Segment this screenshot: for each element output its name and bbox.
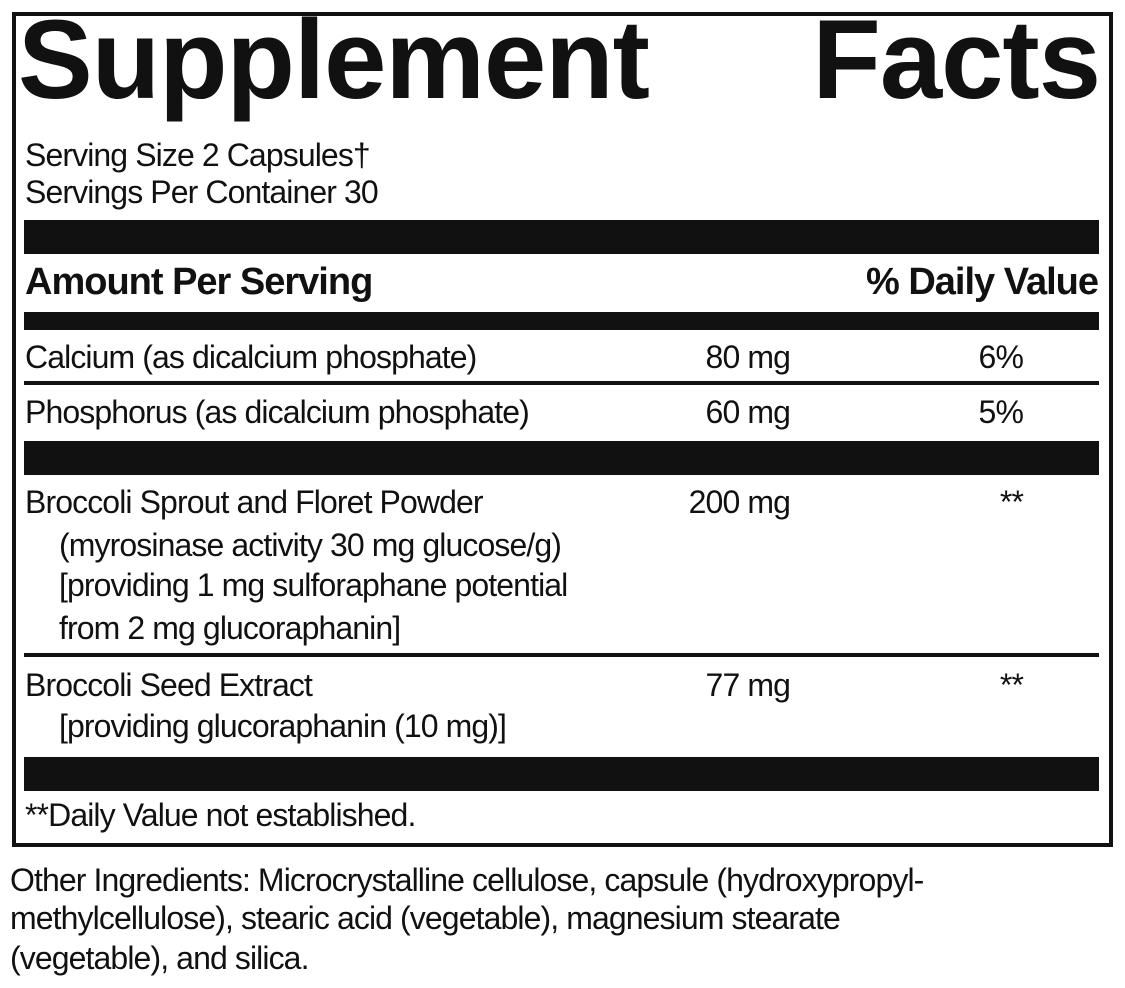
daily-value-header: % Daily Value [865,261,1099,303]
ingredient-daily-value: ** [999,667,1024,703]
servings-per-container: Servings Per Container 30 [25,174,379,210]
nutrient-daily-value: 6% [978,339,1024,375]
thick-divider [24,220,1099,254]
thick-divider [24,441,1099,475]
title-word-1: Supplement [18,0,650,122]
medium-divider [24,312,1099,330]
ingredient-detail: [providing 1 mg sulforaphane potential [59,567,568,603]
nutrient-amount: 60 mg [705,394,791,430]
nutrient-name: Phosphorus (as dicalcium phosphate) [25,394,530,430]
footnote: **Daily Value not established. [25,797,416,833]
other-ingredients-line: (vegetable), and silica. [10,940,309,976]
thick-divider [24,757,1099,791]
supplement-facts-panel [12,12,1113,847]
ingredient-detail: (myrosinase activity 30 mg glucose/g) [59,527,562,563]
title-word-2: Facts [812,0,1101,122]
other-ingredients-line: methylcellulose), stearic acid (vegetabl… [10,900,841,936]
ingredient-name: Broccoli Sprout and Floret Powder [25,484,484,520]
ingredient-amount: 77 mg [705,667,791,703]
ingredient-daily-value: ** [999,484,1024,520]
amount-per-serving-header: Amount Per Serving [25,261,373,303]
thin-divider [24,653,1099,657]
other-ingredients-line: Other Ingredients: Microcrystalline cell… [10,862,924,898]
serving-size: Serving Size 2 Capsules† [25,137,371,173]
ingredient-detail: from 2 mg glucoraphanin] [59,610,401,646]
ingredient-amount: 200 mg [688,484,791,520]
nutrient-amount: 80 mg [705,339,791,375]
thin-divider [24,381,1099,385]
panel-title: Supplement Facts [18,0,1101,122]
nutrient-name: Calcium (as dicalcium phosphate) [25,339,477,375]
nutrient-daily-value: 5% [978,394,1024,430]
ingredient-detail: [providing glucoraphanin (10 mg)] [59,708,507,744]
ingredient-name: Broccoli Seed Extract [25,667,313,703]
